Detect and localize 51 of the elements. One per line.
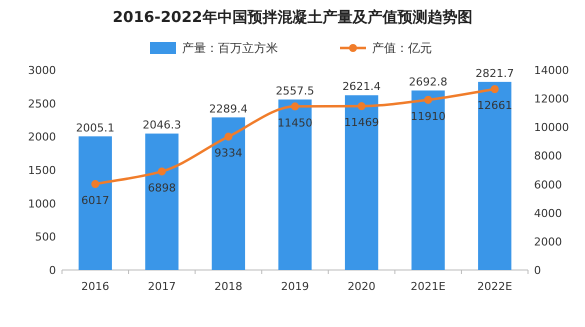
x-tick-label: 2020 bbox=[348, 280, 376, 293]
y-tick-label: 3000 bbox=[28, 64, 56, 77]
y-tick-label: 1000 bbox=[28, 197, 56, 210]
data-label: 9334 bbox=[214, 146, 242, 160]
point bbox=[291, 102, 299, 110]
data-label: 2557.5 bbox=[276, 84, 314, 98]
point bbox=[424, 96, 432, 104]
y2-tick-label: 12000 bbox=[534, 92, 569, 106]
y2-tick-label: 6000 bbox=[534, 178, 562, 192]
point bbox=[358, 102, 366, 110]
x-tick-label: 2016 bbox=[81, 280, 110, 293]
y-tick-label: 2000 bbox=[28, 130, 56, 144]
chart-title: 2016-2022年中国预拌混凝土产量及产值预测趋势图 bbox=[112, 8, 472, 26]
data-label: 2692.8 bbox=[408, 75, 448, 88]
data-label: 11910 bbox=[410, 110, 446, 123]
x-tick-label: 2017 bbox=[148, 280, 176, 293]
legend-label: 产值：亿元 bbox=[372, 41, 432, 55]
y2-tick-label: 0 bbox=[534, 264, 541, 277]
bar bbox=[478, 82, 512, 270]
y2-tick-label: 10000 bbox=[534, 121, 569, 134]
point bbox=[490, 85, 499, 94]
bar bbox=[78, 136, 112, 270]
legend-label: 产量：百万立方米 bbox=[182, 41, 278, 55]
data-label: 12661 bbox=[477, 99, 512, 112]
x-tick-label: 2022E bbox=[477, 280, 512, 293]
bar bbox=[212, 117, 246, 270]
data-label: 2621.4 bbox=[342, 80, 381, 94]
data-label: 2289.4 bbox=[209, 102, 248, 116]
y-tick-label: 0 bbox=[49, 264, 56, 277]
data-label: 6898 bbox=[148, 181, 176, 194]
point bbox=[91, 180, 100, 188]
bar bbox=[145, 134, 178, 270]
y2-tick-label: 4000 bbox=[534, 206, 562, 220]
x-tick-label: 2019 bbox=[281, 280, 309, 293]
data-label: 2821.7 bbox=[475, 66, 514, 80]
bar bbox=[278, 100, 312, 270]
y-tick-label: 1500 bbox=[28, 164, 56, 177]
x-tick-label: 2018 bbox=[214, 280, 242, 293]
bar bbox=[412, 90, 445, 270]
point bbox=[224, 132, 232, 141]
data-label: 2046.3 bbox=[142, 118, 182, 132]
x-tick-label: 2021E bbox=[410, 280, 446, 293]
data-label: 2005.1 bbox=[76, 121, 115, 134]
point bbox=[158, 167, 166, 176]
data-label: 6017 bbox=[81, 194, 110, 208]
bar bbox=[344, 95, 378, 270]
y-tick-label: 500 bbox=[35, 230, 56, 244]
y-tick-label: 2500 bbox=[28, 97, 56, 110]
y2-tick-label: 8000 bbox=[534, 150, 562, 163]
y2-tick-label: 2000 bbox=[534, 235, 562, 248]
y2-tick-label: 14000 bbox=[534, 64, 569, 77]
